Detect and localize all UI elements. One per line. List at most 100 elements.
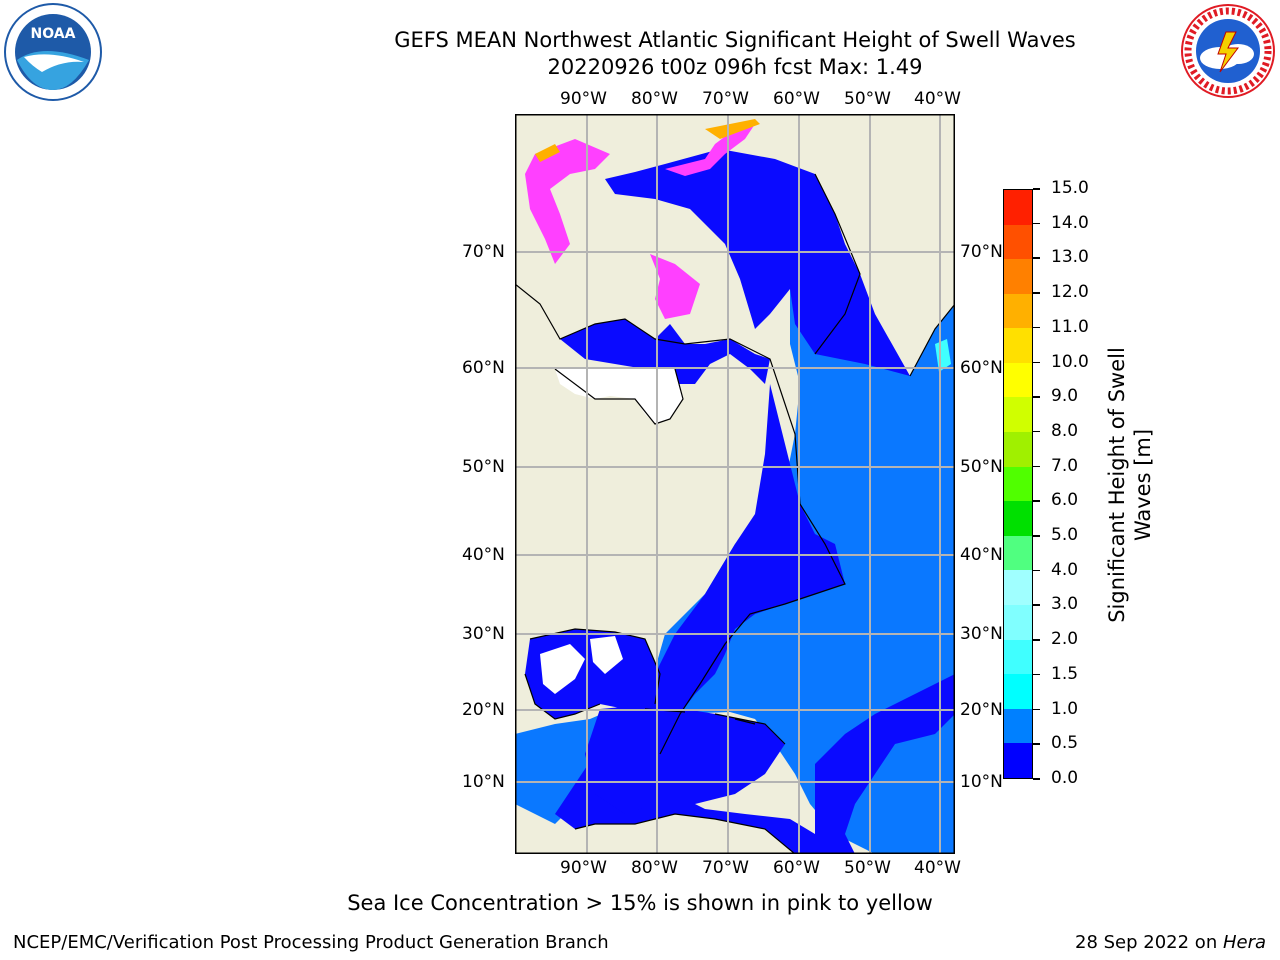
lat-label-left: 20°N [462, 700, 505, 720]
colorbar-tick [1033, 257, 1040, 259]
colorbar-segment [1004, 189, 1032, 225]
lon-label-top: 80°W [631, 89, 678, 109]
colorbar-tick [1033, 326, 1040, 329]
colorbar-label: Significant Height of Swell Waves [m] [1104, 347, 1156, 623]
colorbar-segment [1004, 743, 1032, 778]
map-panel [515, 114, 955, 854]
map-frame [515, 114, 955, 854]
footer-date-text: 28 Sep 2022 on [1075, 932, 1223, 953]
colorbar-tick [1033, 673, 1040, 676]
lat-label-right: 10°N [960, 772, 1003, 792]
colorbar-segment [1004, 397, 1032, 433]
colorbar-tick-label: 6.0 [1051, 490, 1079, 511]
colorbar-tick-label: 1.0 [1051, 698, 1079, 719]
lat-label-right: 50°N [960, 457, 1003, 477]
lon-label-bottom: 90°W [560, 858, 607, 878]
lat-label-right: 30°N [960, 624, 1003, 644]
colorbar-tick-label: 12.0 [1051, 282, 1089, 303]
colorbar-tick [1033, 743, 1040, 745]
footer-host: Hera [1222, 932, 1266, 953]
colorbar-tick [1033, 535, 1040, 537]
lat-label-left: 30°N [462, 624, 505, 644]
colorbar-tick-label: 4.0 [1051, 559, 1079, 580]
lat-label-right: 60°N [960, 358, 1003, 378]
lat-label-left: 70°N [462, 242, 505, 262]
footer-branch: NCEP/EMC/Verification Post Processing Pr… [13, 932, 609, 953]
colorbar-segment [1004, 708, 1032, 744]
colorbar-segment [1004, 328, 1032, 363]
colorbar-tick-label: 3.0 [1051, 594, 1079, 615]
colorbar-tick-label: 9.0 [1051, 386, 1079, 407]
lon-label-bottom: 40°W [914, 858, 961, 878]
lat-label-left: 60°N [462, 358, 505, 378]
colorbar-segment [1004, 224, 1032, 260]
colorbar-tick-label: 5.0 [1051, 525, 1079, 546]
colorbar-segment [1004, 259, 1032, 294]
lon-label-top: 50°W [844, 89, 891, 109]
colorbar-tick-label: 14.0 [1051, 212, 1089, 233]
colorbar-tick [1033, 708, 1040, 711]
lon-label-top: 40°W [914, 89, 961, 109]
lat-label-right: 40°N [960, 545, 1003, 565]
colorbar-tick [1033, 292, 1040, 294]
colorbar-tick-label: 2.0 [1051, 629, 1079, 650]
sea-ice-note: Sea Ice Concentration > 15% is shown in … [347, 891, 933, 915]
noaa-logo-text: NOAA [31, 26, 76, 42]
colorbar-tick-label: 1.5 [1051, 663, 1079, 684]
colorbar-tick [1033, 465, 1040, 468]
ocean-swell-low-hudson [560, 319, 770, 384]
sea-ice-high [535, 119, 760, 162]
footer-date: 28 Sep 2022 on Hera [1075, 932, 1266, 953]
map-subtitle: 20220926 t00z 096h fcst Max: 1.49 [547, 55, 923, 79]
caribbean-sea [585, 704, 785, 814]
colorbar-tick [1033, 639, 1040, 641]
colorbar-tick [1033, 430, 1040, 433]
colorbar-tick-label: 13.0 [1051, 247, 1089, 268]
colorbar-segment [1004, 535, 1032, 571]
colorbar-segment [1004, 639, 1032, 675]
colorbar-tick [1033, 569, 1040, 572]
lat-label-left: 40°N [462, 545, 505, 565]
colorbar-label-line2: Waves [m] [1131, 428, 1155, 542]
colorbar-segment [1004, 501, 1032, 536]
colorbar-ticks: 0.0 0.5 1.0 1.5 2.0 3.0 4.0 5.0 6.0 7.0 8.0 9.0 10.0… [1033, 178, 1113, 788]
lon-label-bottom: 60°W [773, 858, 820, 878]
colorbar-tick-label: 8.0 [1051, 420, 1079, 441]
colorbar-tick-label: 7.0 [1051, 455, 1079, 476]
colorbar [1003, 189, 1033, 779]
colorbar-segment [1004, 674, 1032, 709]
gulf-nodata [540, 636, 623, 694]
colorbar-tick [1033, 604, 1040, 606]
colorbar-tick-label: 11.0 [1051, 316, 1089, 337]
lat-label-left: 50°N [462, 457, 505, 477]
colorbar-segment [1004, 570, 1032, 606]
colorbar-tick [1033, 396, 1040, 398]
colorbar-tick [1033, 778, 1040, 780]
lat-label-left: 10°N [462, 772, 505, 792]
lon-label-bottom: 80°W [631, 858, 678, 878]
colorbar-label-line1: Significant Height of Swell [1105, 347, 1129, 623]
colorbar-segment [1004, 466, 1032, 502]
lon-label-bottom: 50°W [844, 858, 891, 878]
colorbar-segment [1004, 293, 1032, 329]
colorbar-tick [1033, 361, 1040, 364]
noaa-logo: NOAA [4, 3, 102, 101]
lat-label-right: 70°N [960, 242, 1003, 262]
colorbar-tick [1033, 500, 1040, 502]
ocean-swell-low-north [605, 149, 910, 376]
colorbar-tick [1033, 188, 1040, 190]
lat-label-right: 20°N [960, 700, 1003, 720]
colorbar-segment [1004, 362, 1032, 398]
colorbar-tick [1033, 222, 1040, 225]
graticule [515, 114, 955, 854]
map-title: GEFS MEAN Northwest Atlantic Significant… [394, 28, 1076, 52]
sea-ice [525, 124, 755, 319]
colorbar-tick-label: 0.5 [1051, 733, 1079, 754]
colorbar-tick-label: 0.0 [1051, 768, 1079, 788]
lon-label-top: 60°W [773, 89, 820, 109]
colorbar-tick-label: 15.0 [1051, 178, 1089, 198]
lon-label-top: 70°W [702, 89, 749, 109]
colorbar-segment [1004, 605, 1032, 640]
colorbar-tick-label: 10.0 [1051, 351, 1089, 372]
lon-label-bottom: 70°W [702, 858, 749, 878]
